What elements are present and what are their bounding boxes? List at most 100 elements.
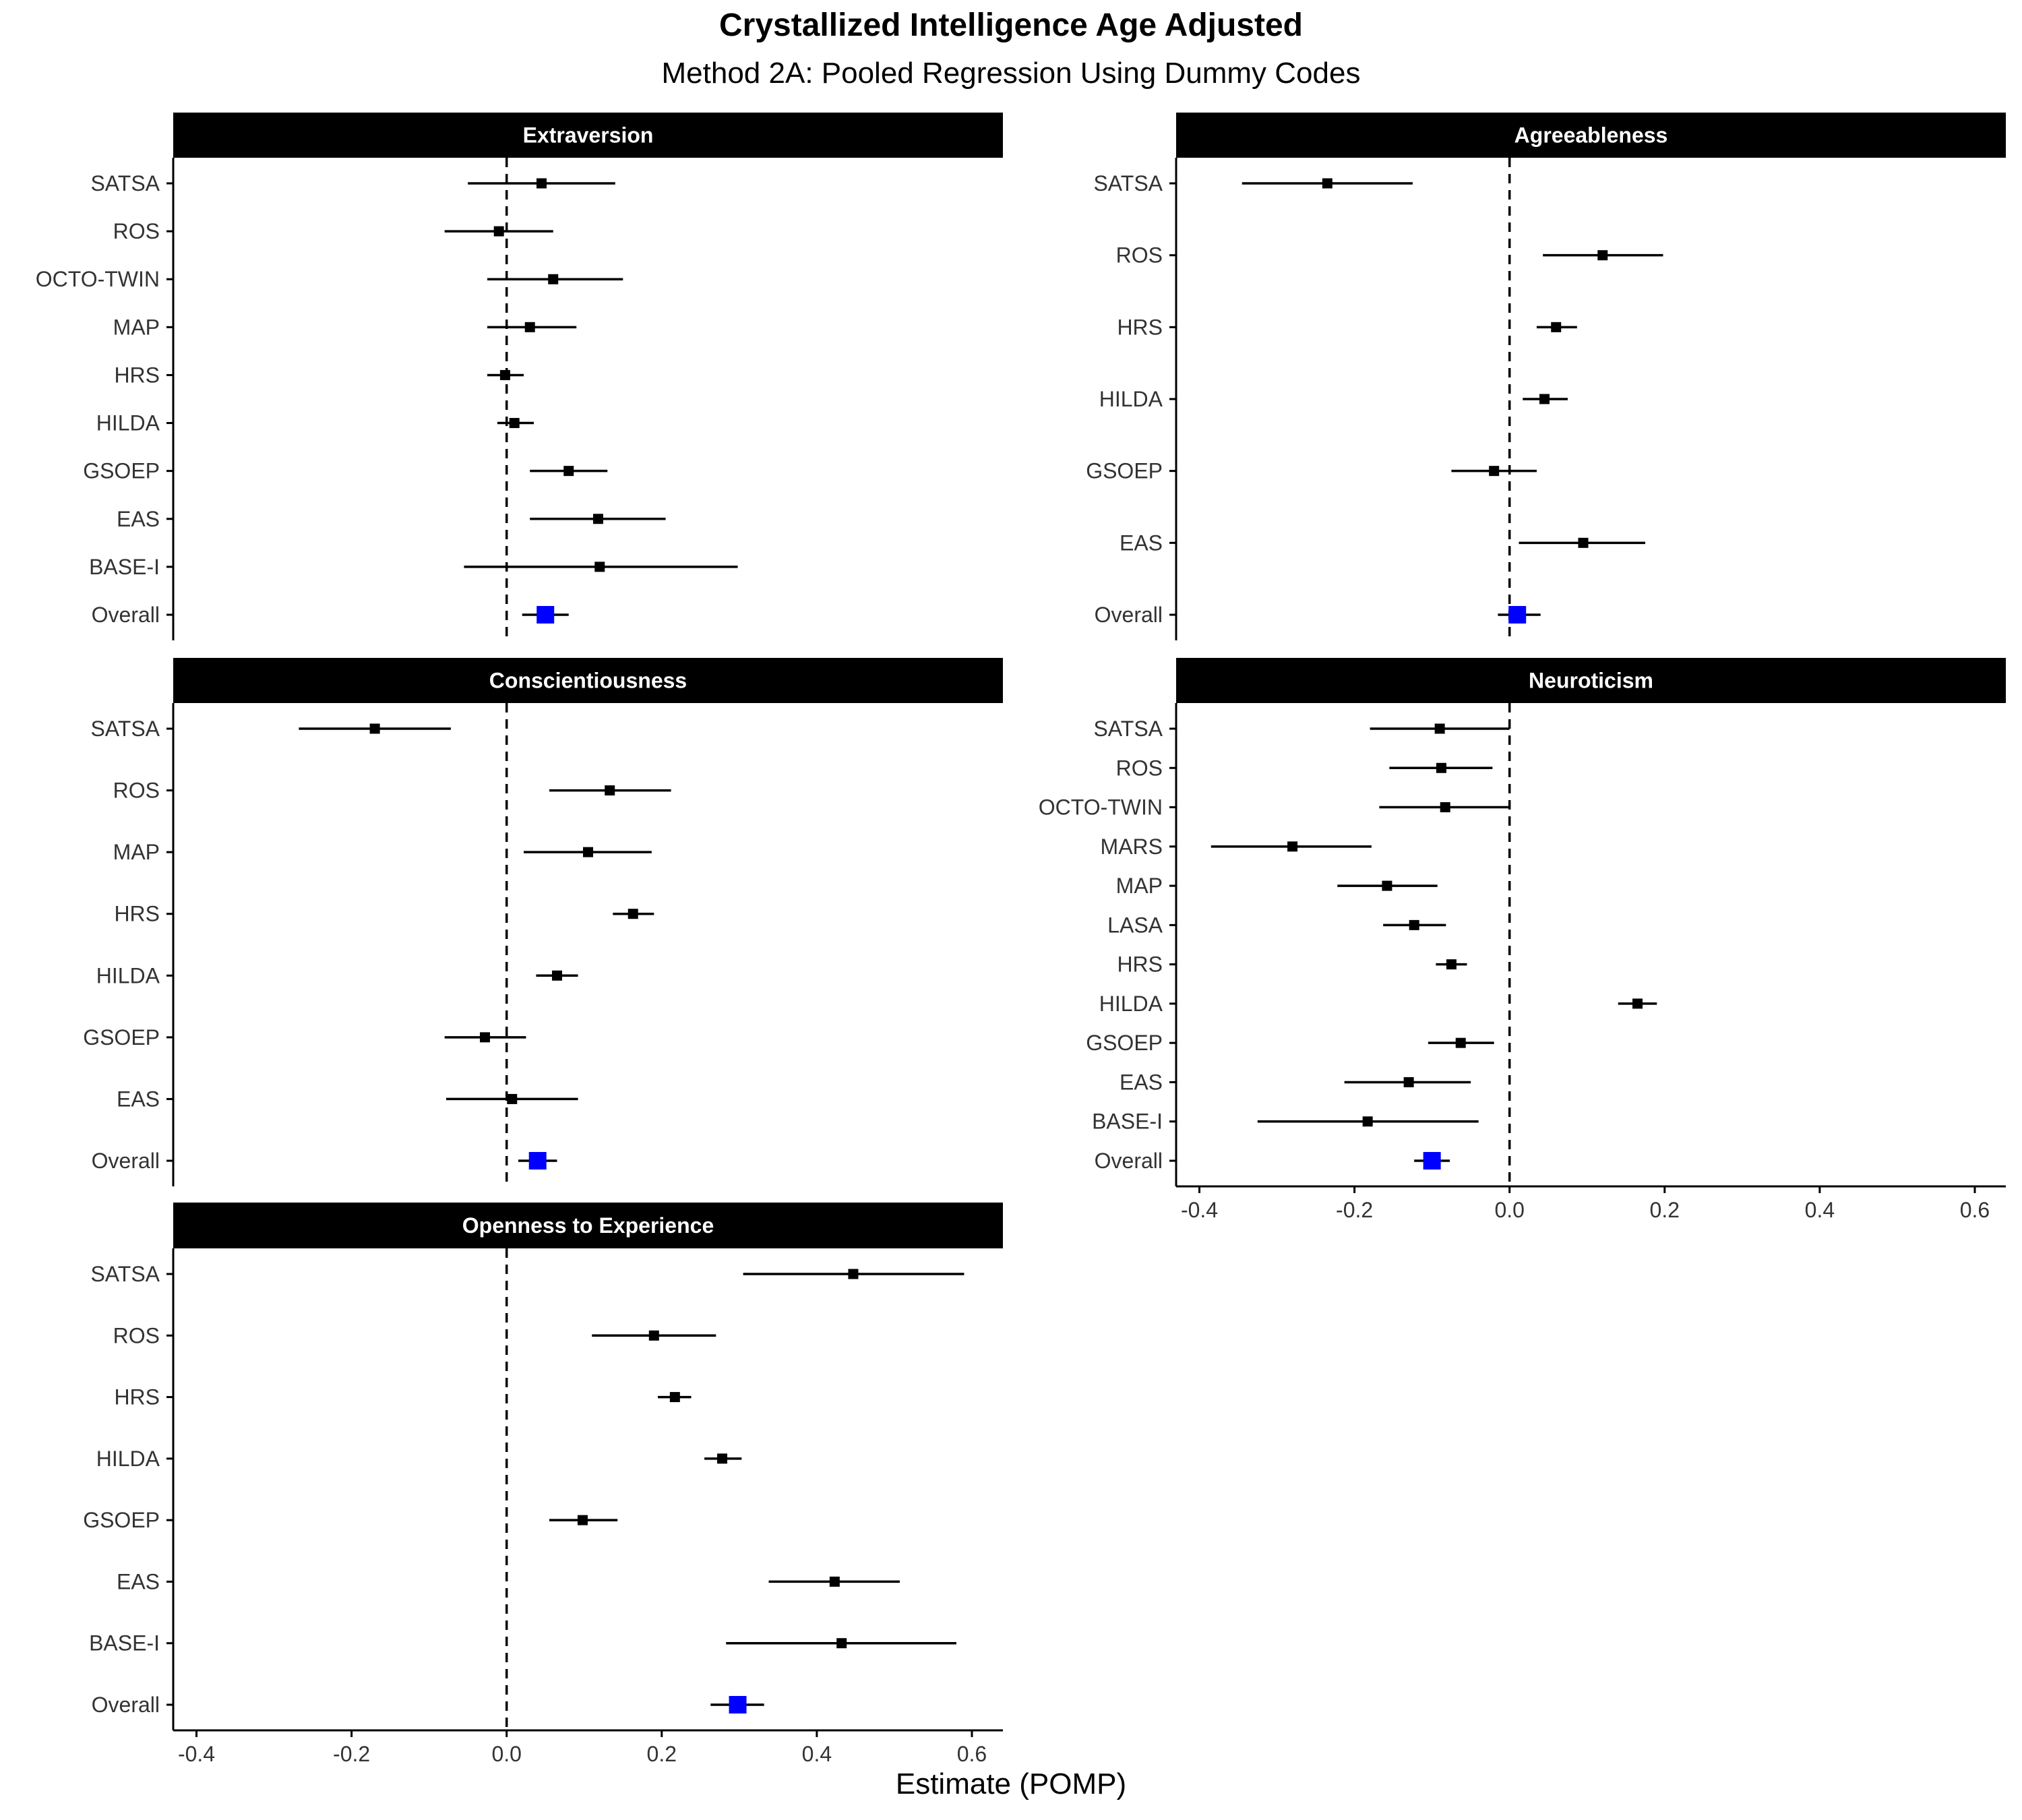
estimate-point (1322, 178, 1332, 189)
estimate-point (1551, 322, 1562, 332)
y-tick-label: ROS (113, 779, 160, 803)
y-tick-label: HRS (114, 1385, 160, 1409)
estimate-point (1578, 537, 1589, 548)
y-tick-label: MAP (113, 840, 160, 864)
estimate-point (848, 1269, 859, 1279)
y-tick-label: HILDA (96, 1447, 160, 1471)
y-tick-label: BASE-I (1092, 1110, 1163, 1134)
y-tick-label: BASE-I (89, 1631, 160, 1656)
estimate-point (669, 1392, 680, 1403)
panel-strip-label: Neuroticism (1529, 669, 1653, 693)
estimate-point (1362, 1116, 1373, 1127)
x-tick-label: -0.4 (1181, 1198, 1218, 1222)
y-tick-label: SATSA (90, 717, 160, 741)
y-tick-label: EAS (117, 507, 160, 531)
estimate-point (648, 1330, 659, 1341)
estimate-point (592, 514, 603, 524)
chart-subtitle: Method 2A: Pooled Regression Using Dummy… (661, 57, 1361, 90)
y-tick-label: GSOEP (1086, 1031, 1163, 1055)
panel-strip (1176, 658, 2006, 703)
y-tick-label: EAS (1120, 530, 1163, 555)
x-tick-label: 0.2 (1650, 1198, 1680, 1222)
estimate-point (1382, 880, 1392, 891)
x-tick-label: 0.4 (1805, 1198, 1835, 1222)
estimate-point (836, 1638, 847, 1649)
estimate-point (1409, 919, 1419, 930)
y-tick-label: Overall (1095, 1149, 1163, 1173)
y-tick-label: Overall (92, 1693, 160, 1717)
estimate-point (551, 970, 562, 981)
estimate-point (1632, 998, 1643, 1009)
y-tick-label: GSOEP (83, 459, 160, 483)
x-tick-label: -0.4 (178, 1742, 215, 1766)
panel-strip (1176, 113, 2006, 158)
estimate-point (1287, 841, 1298, 852)
y-tick-label: HILDA (96, 963, 160, 988)
estimate-point (605, 785, 615, 796)
estimate-point (509, 418, 520, 429)
estimate-point (583, 847, 593, 857)
overall-estimate-point (528, 1152, 547, 1170)
panel-strip-label: Extraversion (523, 123, 654, 148)
y-tick-label: SATSA (90, 1262, 160, 1286)
panel-strip-label: Conscientiousness (489, 669, 687, 693)
y-tick-label: MAP (113, 315, 160, 339)
y-tick-label: HRS (114, 363, 160, 387)
y-tick-label: GSOEP (1086, 459, 1163, 483)
estimate-point (1446, 959, 1457, 970)
estimate-point (1597, 250, 1608, 261)
x-tick-label: 0.0 (1494, 1198, 1524, 1222)
y-tick-label: Overall (92, 603, 160, 627)
y-tick-label: EAS (117, 1569, 160, 1594)
overall-estimate-point (729, 1696, 747, 1713)
estimate-point (829, 1576, 840, 1587)
chart-title: Crystallized Intelligence Age Adjusted (719, 7, 1303, 43)
estimate-point (627, 909, 638, 919)
x-tick-label: 0.0 (491, 1742, 521, 1766)
estimate-point (717, 1453, 728, 1464)
x-tick-label: 0.2 (647, 1742, 677, 1766)
y-tick-label: GSOEP (83, 1025, 160, 1050)
estimate-point (493, 226, 504, 237)
y-tick-label: ROS (113, 219, 160, 243)
x-axis-label: Estimate (POMP) (895, 1767, 1127, 1800)
y-tick-label: LASA (1107, 913, 1163, 937)
x-tick-label: -0.2 (1336, 1198, 1373, 1222)
estimate-point (1539, 394, 1550, 404)
y-tick-label: HRS (114, 902, 160, 926)
y-tick-label: ROS (1116, 243, 1163, 268)
estimate-point (507, 1093, 518, 1104)
y-tick-label: EAS (1120, 1070, 1163, 1094)
y-tick-label: ROS (1116, 756, 1163, 780)
estimate-point (1436, 762, 1446, 773)
y-tick-label: OCTO-TWIN (1039, 795, 1163, 820)
y-tick-label: GSOEP (83, 1508, 160, 1532)
estimate-point (577, 1515, 588, 1525)
y-tick-label: HRS (1117, 952, 1163, 977)
y-tick-label: OCTO-TWIN (36, 267, 160, 291)
y-tick-label: BASE-I (89, 555, 160, 579)
y-tick-label: HILDA (96, 411, 160, 435)
panel-strip (173, 113, 1003, 158)
y-tick-label: HILDA (1099, 992, 1163, 1016)
y-tick-label: HRS (1117, 315, 1163, 339)
estimate-point (594, 562, 605, 572)
estimate-point (479, 1032, 490, 1043)
estimate-point (524, 322, 535, 332)
y-tick-label: SATSA (1093, 717, 1163, 741)
y-tick-label: ROS (113, 1323, 160, 1347)
estimate-point (548, 274, 559, 284)
estimate-point (369, 723, 380, 734)
estimate-point (499, 369, 510, 380)
y-tick-label: SATSA (1093, 171, 1163, 195)
estimate-point (1440, 802, 1450, 813)
x-tick-label: 0.4 (802, 1742, 832, 1766)
estimate-point (1434, 723, 1445, 734)
estimate-point (1489, 466, 1500, 477)
x-tick-label: 0.6 (1960, 1198, 1990, 1222)
y-tick-label: HILDA (1099, 387, 1163, 411)
overall-estimate-point (1508, 606, 1527, 624)
y-tick-label: Overall (1095, 603, 1163, 627)
overall-estimate-point (537, 606, 555, 624)
